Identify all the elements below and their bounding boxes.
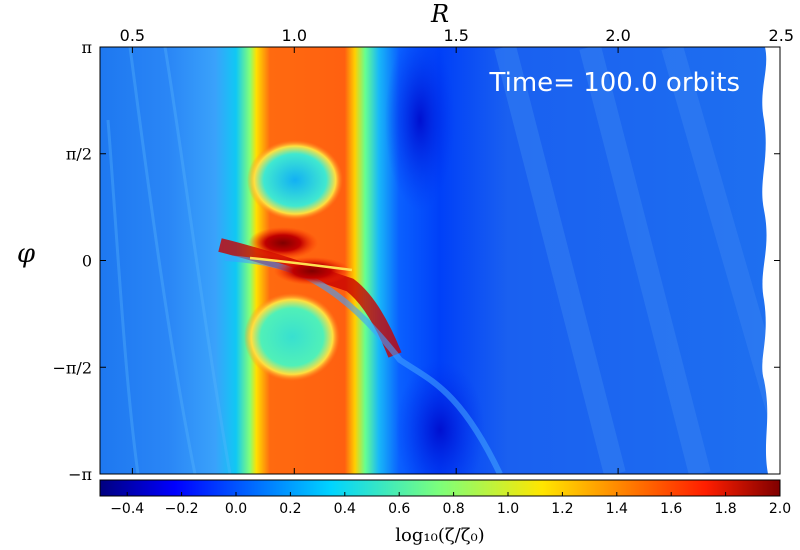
y-tick-label: π/2 bbox=[66, 145, 92, 164]
x-axis-top: 0.5 1.0 1.5 2.0 2.5 bbox=[120, 26, 794, 474]
colorbar-tick-label: 1.6 bbox=[660, 501, 682, 517]
colorbar-ticks: −0.4 −0.2 0.0 0.2 0.4 0.6 0.8 1.0 1.2 1.4 1.6 1.8 2.… bbox=[110, 492, 791, 517]
x-tick-label: 2.0 bbox=[605, 26, 630, 45]
heatmap-field bbox=[100, 47, 780, 474]
colorbar-tick-label: 1.2 bbox=[551, 501, 573, 517]
y-tick-label: 0 bbox=[82, 252, 92, 271]
y-tick-label: π bbox=[81, 38, 92, 57]
colorbar-tick-label: 0.8 bbox=[442, 501, 464, 517]
colorbar bbox=[99, 479, 781, 497]
colorbar-tick-label: −0.2 bbox=[165, 501, 199, 517]
x-tick-label: 1.5 bbox=[443, 26, 468, 45]
y-axis-left: π π/2 0 −π/2 −π bbox=[53, 38, 780, 484]
x-tick-label: 0.5 bbox=[120, 26, 145, 45]
colorbar-tick-label: 0.0 bbox=[225, 501, 247, 517]
time-annotation: Time= 100.0 orbits bbox=[489, 68, 740, 98]
colorbar-tick-label: −0.4 bbox=[110, 501, 144, 517]
colorbar-tick-label: 0.6 bbox=[388, 501, 410, 517]
colorbar-tick-label: 2.0 bbox=[769, 501, 791, 517]
colorbar-tick-label: 1.8 bbox=[714, 501, 736, 517]
colorbar-tick-label: 1.4 bbox=[606, 501, 628, 517]
y-axis-label: φ bbox=[17, 239, 36, 269]
colorbar-label: log₁₀(ζ/ζ₀) bbox=[395, 525, 484, 546]
y-tick-label: −π/2 bbox=[53, 358, 93, 377]
x-tick-label: 2.5 bbox=[769, 26, 794, 45]
x-axis-label: R bbox=[430, 0, 449, 28]
colorbar-tick-label: 0.4 bbox=[334, 501, 356, 517]
y-tick-label: −π bbox=[68, 465, 92, 484]
colorbar-tick-label: 0.2 bbox=[279, 501, 301, 517]
x-tick-label: 1.0 bbox=[282, 26, 307, 45]
colorbar-tick-label: 1.0 bbox=[497, 501, 519, 517]
